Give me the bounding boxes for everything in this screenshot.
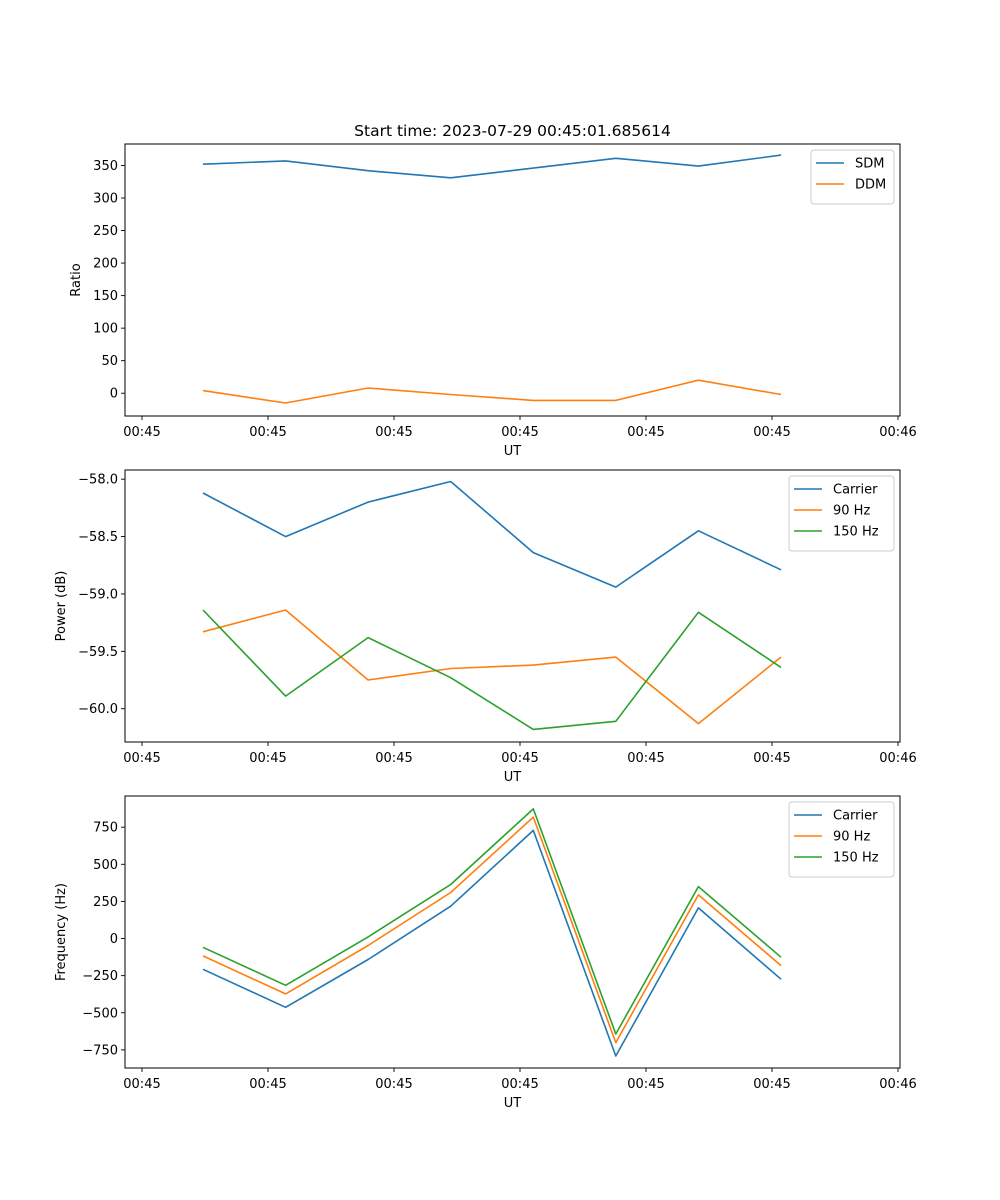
axes-frame	[124, 143, 901, 417]
legend-label: DDM	[855, 178, 886, 193]
chart-title: Start time: 2023-07-29 00:45:01.685614	[354, 122, 671, 140]
legend-box	[788, 801, 895, 878]
axes-frame	[124, 795, 901, 1069]
y-tick-label: 250	[93, 895, 118, 910]
legend-label: 150 Hz	[833, 851, 879, 866]
x-tick-label: 00:45	[123, 751, 160, 766]
x-tick-label: 00:45	[375, 1077, 412, 1092]
y-tick-label: −500	[82, 1006, 118, 1021]
series-line-150-hz	[202, 609, 782, 731]
legend: SDM DDM	[810, 149, 895, 205]
y-tick-label: −60.0	[78, 702, 118, 717]
subplot-2: 00:45 00:45 00:45 00:45 00:45 00:45 00:46 UT −60…	[54, 469, 917, 785]
legend-label: 150 Hz	[833, 525, 879, 540]
legend-box	[788, 475, 895, 552]
y-tick-label: 750	[93, 821, 118, 836]
y-tick-label: 100	[93, 322, 118, 337]
y-tick-label: −750	[82, 1043, 118, 1058]
x-tick-label: 00:45	[627, 425, 664, 440]
y-tick-label: −250	[82, 969, 118, 984]
y-axis-label: Frequency (Hz)	[54, 883, 69, 981]
series-line-sdm	[202, 154, 782, 179]
x-tick-label: 00:46	[879, 425, 916, 440]
series-line-150-hz	[202, 808, 782, 1035]
y-tick-label: −58.0	[78, 473, 118, 488]
x-tick-label: 00:45	[123, 1077, 160, 1092]
x-tick-label: 00:45	[249, 751, 286, 766]
legend-label: Carrier	[833, 809, 878, 824]
axes-frame	[124, 469, 901, 743]
legend-label: 90 Hz	[833, 504, 870, 519]
y-tick-label: −58.5	[78, 530, 118, 545]
x-tick-label: 00:46	[879, 1077, 916, 1092]
series-line-90-hz	[202, 816, 782, 1044]
y-tick-label: 300	[93, 192, 118, 207]
legend: Carrier 90 Hz 150 Hz	[788, 475, 895, 552]
series-line-carrier	[202, 829, 782, 1057]
series-line-ddm	[202, 379, 782, 404]
y-axis-label: Power (dB)	[54, 571, 69, 642]
y-tick-label: 0	[110, 932, 118, 947]
y-tick-label: 150	[93, 289, 118, 304]
x-tick-label: 00:45	[501, 751, 538, 766]
x-tick-label: 00:45	[249, 425, 286, 440]
legend-label: SDM	[855, 157, 884, 172]
x-tick-label: 00:45	[753, 425, 790, 440]
x-tick-label: 00:45	[753, 1077, 790, 1092]
y-tick-label: 50	[101, 354, 118, 369]
y-axis-label: Ratio	[69, 263, 84, 296]
subplot-3: 00:45 00:45 00:45 00:45 00:45 00:45 00:46 UT −75…	[54, 795, 917, 1111]
x-tick-label: 00:45	[249, 1077, 286, 1092]
y-tick-label: 500	[93, 858, 118, 873]
y-tick-label: 250	[93, 224, 118, 239]
y-tick-label: −59.5	[78, 645, 118, 660]
x-tick-label: 00:45	[627, 751, 664, 766]
x-tick-label: 00:45	[501, 1077, 538, 1092]
x-axis-label: UT	[504, 1096, 522, 1111]
x-tick-label: 00:45	[375, 751, 412, 766]
x-axis-label: UT	[504, 444, 522, 459]
y-tick-label: −59.0	[78, 587, 118, 602]
x-tick-label: 00:45	[123, 425, 160, 440]
subplot-1: Start time: 2023-07-29 00:45:01.68561400…	[69, 122, 917, 459]
y-tick-label: 200	[93, 257, 118, 272]
x-tick-label: 00:45	[501, 425, 538, 440]
legend-label: Carrier	[833, 483, 878, 498]
legend-label: 90 Hz	[833, 830, 870, 845]
x-tick-label: 00:45	[627, 1077, 664, 1092]
x-axis-label: UT	[504, 770, 522, 785]
x-tick-label: 00:45	[375, 425, 412, 440]
x-tick-label: 00:46	[879, 751, 916, 766]
y-tick-label: 350	[93, 159, 118, 174]
legend: Carrier 90 Hz 150 Hz	[788, 801, 895, 878]
y-tick-label: 0	[110, 387, 118, 402]
series-line-carrier	[202, 480, 782, 588]
series-line-90-hz	[202, 609, 782, 725]
x-tick-label: 00:45	[753, 751, 790, 766]
